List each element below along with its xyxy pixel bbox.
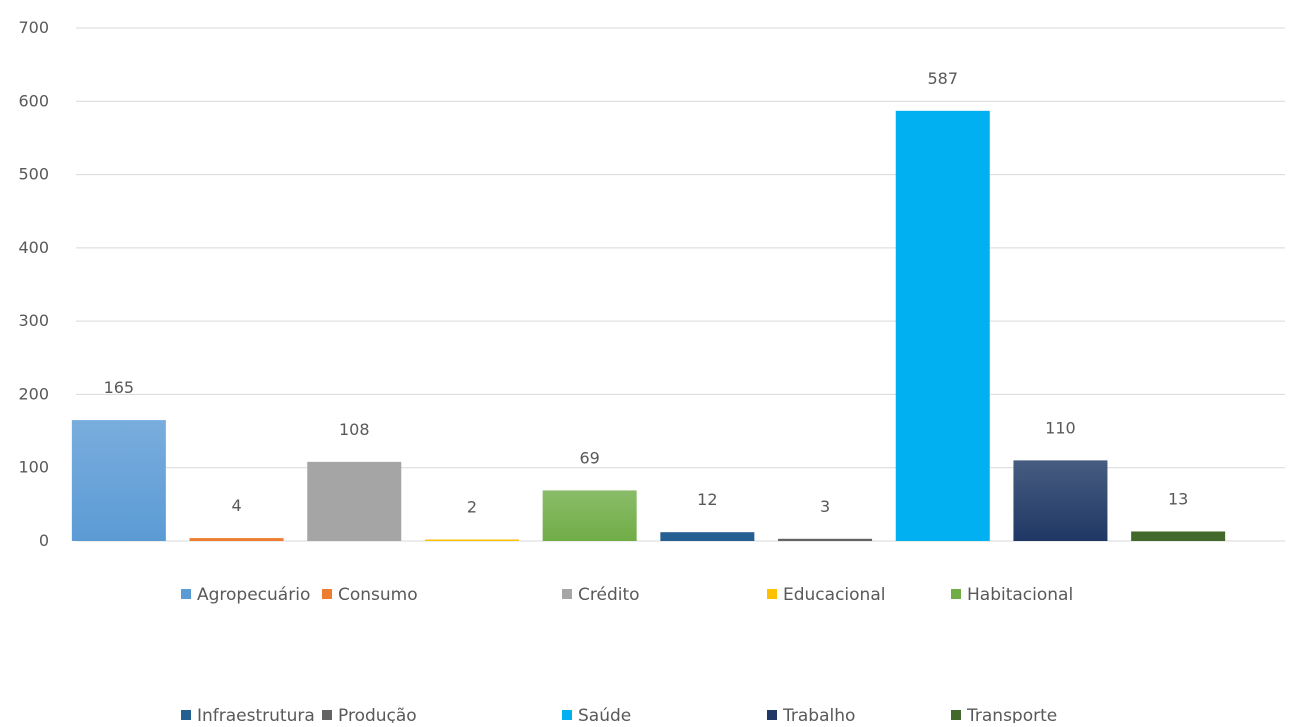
legend-label: Infraestrutura [197, 706, 315, 723]
legend-swatch [562, 589, 572, 599]
y-tick-label: 600 [18, 91, 49, 110]
legend-item: Habitacional [951, 585, 1073, 605]
bar-educacional [424, 539, 519, 541]
legend-item: Trabalho [767, 706, 855, 726]
data-label: 69 [579, 448, 599, 467]
legend-item: Produção [322, 706, 417, 726]
legend-item: Transporte [951, 706, 1057, 726]
data-label: 110 [1045, 418, 1076, 437]
legend-item: Crédito [562, 585, 640, 605]
data-label: 108 [339, 420, 370, 439]
data-label: 2 [467, 498, 477, 517]
legend-label: Trabalho [782, 706, 855, 723]
legend-swatch [767, 710, 777, 720]
legend-item: Consumo [322, 585, 418, 605]
legend-label: Consumo [338, 585, 418, 605]
legend-swatch [181, 589, 191, 599]
legend-item: Educacional [767, 585, 885, 605]
y-tick-label: 300 [18, 311, 49, 330]
data-label: 13 [1168, 489, 1188, 508]
data-labels: 165 4 108 2 69 12 3 587 110 13 [104, 69, 1189, 517]
y-tick-label: 400 [18, 238, 49, 257]
bar-consumo [189, 538, 284, 541]
y-axis-ticks: 0 100 200 300 400 500 600 700 [18, 18, 49, 550]
y-tick-label: 500 [18, 165, 49, 184]
data-label: 165 [104, 378, 135, 397]
y-tick-label: 0 [39, 531, 49, 550]
y-tick-label: 700 [18, 18, 49, 37]
bar-habitacional [542, 490, 637, 541]
legend-label: Produção [338, 706, 417, 723]
legend-label: Habitacional [967, 585, 1073, 605]
bar-crédito [307, 461, 402, 541]
legend-swatch [322, 710, 332, 720]
legend-item: Infraestrutura [181, 706, 315, 726]
bar-produção [778, 538, 873, 541]
legend-item: Saúde [562, 706, 631, 726]
bar-agropecuário [71, 420, 166, 541]
bar-infraestrutura [660, 532, 755, 541]
legend-swatch [951, 589, 961, 599]
data-label: 3 [820, 497, 830, 516]
legend-label: Agropecuário [197, 585, 310, 605]
data-label: 4 [231, 496, 241, 515]
legend-label: Educacional [783, 585, 885, 605]
legend: Agropecuário Consumo Crédito Educacional Hab… [181, 585, 1073, 726]
bar-trabalho [1013, 460, 1108, 541]
data-label: 587 [927, 69, 958, 88]
bars [71, 110, 1226, 541]
data-label: 12 [697, 490, 717, 509]
legend-swatch [767, 589, 777, 599]
y-tick-label: 100 [18, 458, 49, 477]
legend-label: Crédito [578, 585, 640, 605]
gridlines [76, 27, 1285, 542]
legend-item: Agropecuário [181, 585, 310, 605]
legend-swatch [322, 589, 332, 599]
legend-label: Saúde [578, 706, 631, 723]
y-tick-label: 200 [18, 384, 49, 403]
legend-swatch [562, 710, 572, 720]
legend-swatch [181, 710, 191, 720]
bar-saúde [895, 110, 990, 541]
legend-swatch [951, 710, 961, 720]
bar-transporte [1131, 531, 1226, 541]
legend-label: Transporte [966, 706, 1057, 723]
